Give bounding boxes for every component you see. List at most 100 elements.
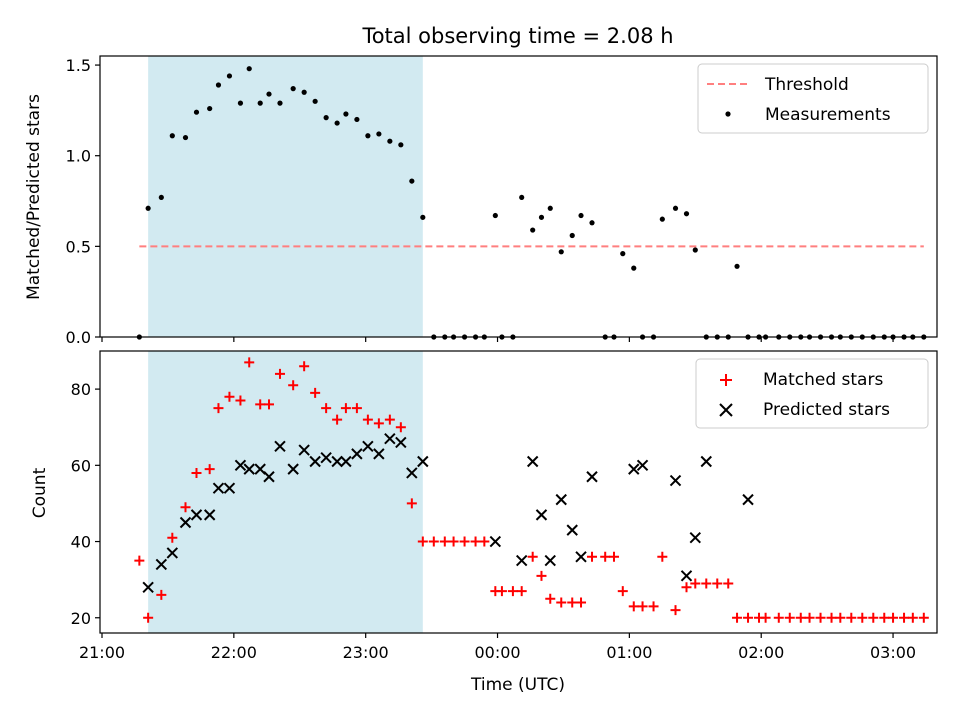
measurement-point	[398, 142, 404, 148]
matched-star-point	[448, 536, 459, 547]
measurement-point	[182, 134, 189, 141]
predicted-star-point	[669, 474, 682, 487]
matched-star-point	[804, 612, 815, 623]
predicted-star-point	[417, 455, 429, 468]
measurement-point	[334, 120, 340, 126]
measurement-point	[237, 100, 244, 106]
measurement-point	[692, 247, 698, 253]
matched-star-point	[879, 612, 890, 623]
matched-star-point	[723, 578, 734, 589]
predicted-star-point	[689, 532, 701, 544]
matched-star-point	[321, 403, 332, 414]
measurement-point	[145, 205, 151, 211]
top-legend-frame	[697, 63, 929, 134]
legend-matched-label: Matched stars	[763, 370, 883, 390]
matched-star-point	[191, 467, 202, 478]
top-shaded-region	[148, 56, 423, 337]
measurement-point	[420, 214, 426, 220]
bottom-legend: Matched stars Predicted stars	[695, 358, 929, 429]
matched-star-point	[545, 593, 556, 604]
matched-star-point	[288, 380, 299, 391]
top-y-tick-label: 1.5	[66, 56, 91, 75]
measurement-point	[631, 265, 637, 271]
matched-star-point	[373, 418, 384, 429]
measurement-point	[558, 249, 564, 255]
predicted-star-point	[575, 551, 587, 563]
matched-star-point	[224, 391, 235, 402]
measurement-point	[266, 91, 272, 97]
predicted-star-point	[212, 482, 225, 494]
measurement-point	[312, 98, 318, 104]
matched-star-point	[899, 612, 910, 623]
matched-star-point	[670, 605, 681, 616]
predicted-star-point	[489, 535, 502, 548]
predicted-star-point	[535, 509, 548, 521]
x-tick-label: 22:00	[211, 643, 257, 662]
matched-star-point	[496, 586, 507, 597]
matched-star-point	[888, 612, 899, 623]
predicted-star-point	[287, 463, 299, 475]
measurement-point	[578, 212, 584, 219]
matched-star-point	[907, 612, 918, 623]
legend-threshold-label: Threshold	[764, 75, 849, 95]
predicted-star-point	[586, 471, 598, 483]
measurement-point	[538, 214, 545, 220]
x-tick-label: 21:00	[79, 643, 125, 662]
matched-star-point	[395, 422, 406, 433]
predicted-star-point	[331, 455, 343, 468]
matched-star-point	[332, 414, 343, 425]
measurement-point	[290, 86, 296, 92]
measurement-point	[620, 251, 626, 257]
predicted-star-point	[566, 524, 578, 536]
predicted-star-point	[298, 444, 310, 456]
matched-star-point	[255, 399, 266, 410]
matched-star-point	[180, 502, 191, 513]
measurement-point	[672, 205, 679, 211]
matched-star-point	[384, 414, 395, 425]
measurement-point	[215, 82, 222, 88]
predicted-star-point	[179, 516, 192, 529]
predicted-star-point	[243, 463, 255, 475]
matched-star-point	[244, 357, 255, 368]
predicted-star-point	[351, 448, 363, 460]
bottom-y-tick-label: 80	[71, 380, 91, 399]
predicted-star-point	[406, 467, 418, 479]
matched-star-point	[274, 368, 285, 379]
predicted-star-point	[515, 554, 528, 567]
matched-star-point	[784, 612, 795, 623]
matched-star-point	[587, 551, 598, 562]
predicted-star-point	[274, 440, 286, 452]
matched-star-point	[815, 612, 826, 623]
measurement-point	[365, 133, 371, 139]
legend-measurements-swatch	[725, 111, 731, 117]
bottom-panel: 21:00 22:00 23:00 00:00 01:00 02:00 03:00 20 40 6…	[30, 350, 938, 695]
measurement-point	[207, 105, 213, 112]
matched-star-point	[637, 601, 648, 612]
measurement-point	[519, 194, 525, 201]
predicted-star-point	[263, 471, 275, 483]
measurement-point	[659, 216, 665, 222]
matched-star-point	[470, 536, 481, 547]
matched-star-point	[608, 551, 619, 562]
matched-star-point	[340, 403, 351, 414]
measurement-point	[193, 109, 200, 115]
measurement-point	[226, 73, 233, 79]
matched-star-point	[406, 498, 417, 509]
measurement-point	[387, 138, 393, 144]
x-tick-label: 01:00	[606, 643, 652, 662]
matched-star-point	[134, 555, 145, 566]
matched-star-point	[760, 612, 771, 623]
bottom-y-axis-label: Count	[30, 467, 50, 518]
matched-star-point	[507, 586, 518, 597]
predicted-star-point	[309, 455, 321, 468]
bottom-legend-frame	[695, 358, 929, 429]
matched-star-point	[143, 612, 154, 623]
measurement-point	[409, 178, 415, 184]
matched-star-point	[567, 597, 578, 608]
measurement-point	[589, 220, 595, 226]
measurement-point	[354, 116, 360, 123]
predicted-star-point	[320, 451, 332, 464]
x-axis-label: Time (UTC)	[470, 675, 565, 695]
predicted-star-point	[142, 581, 154, 593]
measurement-point	[343, 111, 349, 117]
